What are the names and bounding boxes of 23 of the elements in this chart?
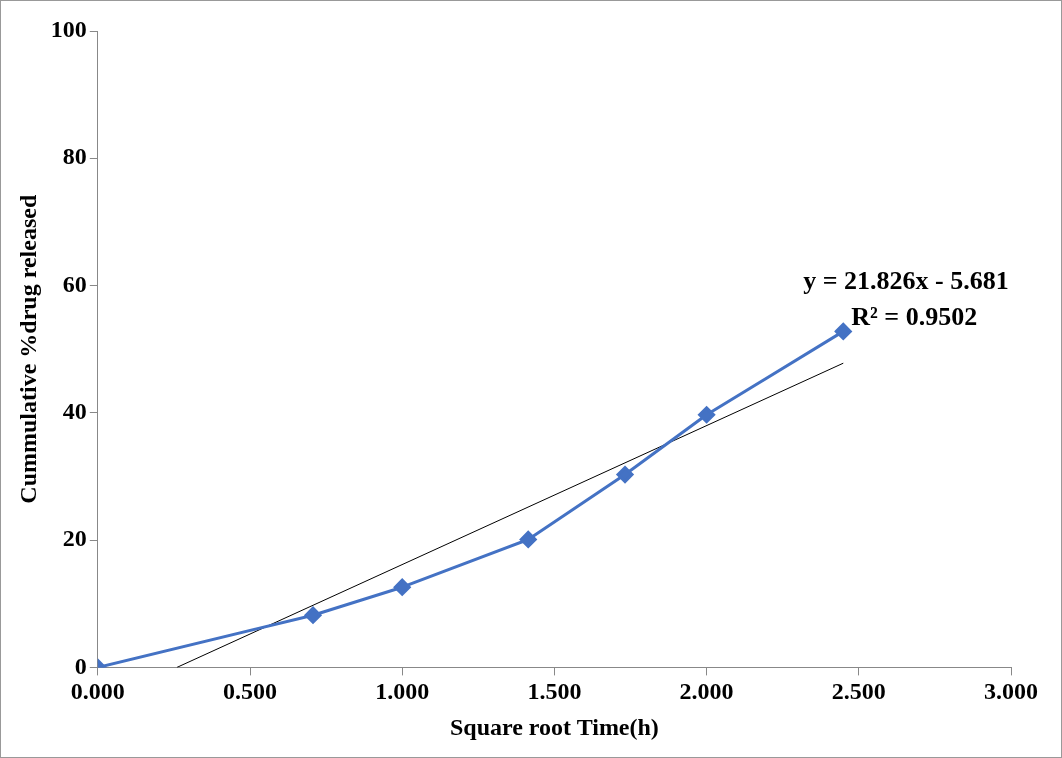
y-tick-label: 40	[62, 398, 87, 425]
y-tick-label: 20	[62, 525, 87, 552]
point	[304, 606, 322, 624]
point	[519, 530, 537, 548]
annotation: R² = 0.9502	[851, 302, 978, 332]
annotation: y = 21.826x - 5.681	[803, 266, 1009, 296]
x-tick-label: 2.000	[679, 678, 734, 704]
point	[616, 466, 634, 484]
point	[393, 578, 411, 596]
x-tick-label: 0.000	[70, 678, 125, 704]
y-tick-label: 100	[50, 16, 87, 43]
x-tick-label: 1.500	[527, 678, 582, 704]
point	[698, 406, 716, 424]
x-tick-label: 0.500	[223, 678, 277, 704]
point	[834, 322, 852, 340]
x-tick-label: 1.000	[375, 678, 430, 704]
x-tick-label: 2.500	[831, 678, 886, 704]
x-axis-title: Square root Time(h)	[449, 713, 659, 740]
y-tick-label: 0	[74, 652, 87, 679]
x-tick-label: 3.000	[984, 678, 1038, 704]
y-tick-label: 80	[62, 143, 87, 170]
y-tick-label: 60	[62, 270, 87, 297]
y-axis-title: Cummulative %drug released	[14, 194, 41, 504]
